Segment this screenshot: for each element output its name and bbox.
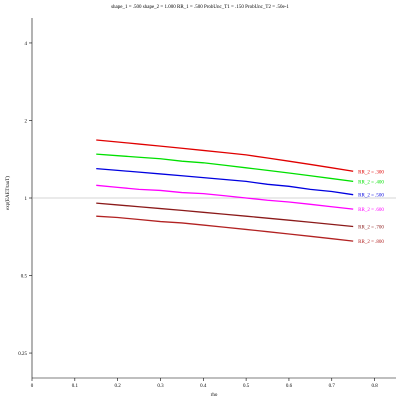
series-line bbox=[96, 184, 354, 210]
chart-title: shape_1 = .500 shape_2 = 1.000 RR_1 = .5… bbox=[111, 5, 289, 10]
series-label: RR_2 = .500 bbox=[358, 194, 384, 199]
series-label: RR_2 = .700 bbox=[358, 226, 384, 231]
series-line bbox=[96, 139, 354, 172]
x-tick-label: 0 bbox=[31, 384, 34, 389]
series-lines bbox=[96, 139, 354, 242]
series-line bbox=[96, 215, 354, 242]
y-tick-label: 1 bbox=[25, 197, 28, 202]
series-label: RR_2 = .600 bbox=[358, 208, 384, 213]
series-label: RR_2 = .300 bbox=[358, 170, 384, 175]
x-tick-label: 0.1 bbox=[72, 384, 79, 389]
y-tick-label: 0.5 bbox=[21, 275, 28, 280]
series-line bbox=[96, 153, 354, 183]
series-label: RR_2 = .800 bbox=[358, 240, 384, 245]
x-tick-label: 0.7 bbox=[329, 384, 336, 389]
y-tick-label: 2 bbox=[25, 119, 28, 124]
x-tick-label: 0.5 bbox=[243, 384, 250, 389]
x-ticks: 0 0.1 0.2 0.3 0.4 0.5 0.6 0.7 0.8 bbox=[31, 378, 378, 389]
series-labels: RR_2 = .300 RR_2 = .400 RR_2 = .500 RR_2 = … bbox=[358, 170, 384, 245]
series-line bbox=[96, 168, 354, 196]
x-tick-label: 0.6 bbox=[286, 384, 293, 389]
x-tick-label: 0.2 bbox=[115, 384, 122, 389]
x-tick-label: 0.8 bbox=[371, 384, 378, 389]
x-tick-label: 0.4 bbox=[200, 384, 207, 389]
y-ticks: 0.25 0.5 1 2 4 bbox=[18, 42, 32, 357]
y-axis-label: exp(EAET/tauT) bbox=[6, 176, 11, 210]
y-tick-label: 4 bbox=[25, 42, 28, 47]
series-line bbox=[96, 202, 354, 228]
y-tick-label: 0.25 bbox=[18, 352, 27, 357]
x-tick-label: 0.3 bbox=[157, 384, 164, 389]
x-axis-label: rho bbox=[211, 393, 218, 398]
series-label: RR_2 = .400 bbox=[358, 180, 384, 185]
